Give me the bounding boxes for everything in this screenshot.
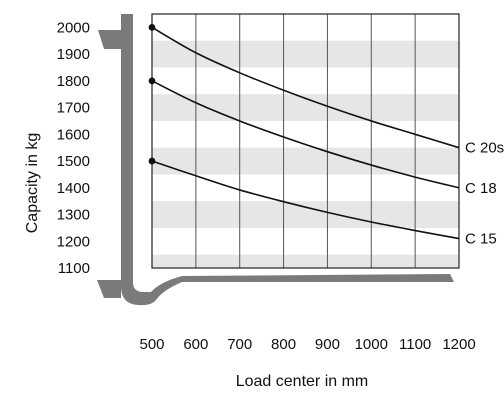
series-label: C 20s bbox=[465, 140, 504, 157]
y-tick-label: 1100 bbox=[58, 260, 90, 277]
grid-band bbox=[152, 254, 459, 268]
series-line bbox=[151, 26, 460, 149]
y-tick-label: 1900 bbox=[57, 46, 90, 63]
series-label: C 18 bbox=[465, 180, 497, 197]
y-tick-label: 1400 bbox=[57, 180, 90, 197]
x-tick-label: 700 bbox=[227, 336, 252, 353]
grid-band bbox=[152, 40, 459, 68]
forklift-fork-tip-top bbox=[98, 30, 121, 49]
series-start-point bbox=[148, 77, 156, 85]
x-tick-label: 900 bbox=[315, 336, 340, 353]
series-start-point bbox=[148, 23, 156, 31]
x-tick-label: 1200 bbox=[442, 336, 475, 353]
y-tick-labels: 1100 1200 1300 1400 1500 1600 1700 1800 1900 2000 bbox=[57, 19, 90, 277]
x-tick-label: 1000 bbox=[355, 336, 388, 353]
y-tick-label: 1800 bbox=[57, 73, 90, 90]
forklift-fork-shape bbox=[121, 14, 454, 306]
series-curves bbox=[151, 26, 460, 240]
y-tick-label: 1200 bbox=[57, 233, 90, 250]
forklift-fork-tip-bottom bbox=[97, 280, 121, 298]
series-start-points bbox=[148, 23, 156, 165]
series-label: C 15 bbox=[465, 231, 497, 248]
series-line bbox=[151, 80, 460, 189]
plot-frame bbox=[151, 13, 460, 269]
x-tick-label: 500 bbox=[139, 336, 164, 353]
x-tick-label: 1100 bbox=[399, 336, 431, 353]
y-tick-label: 1600 bbox=[57, 126, 90, 143]
y-tick-label: 1500 bbox=[57, 153, 90, 170]
y-tick-label: 2000 bbox=[57, 19, 90, 36]
series-labels: C 20s C 18 C 15 bbox=[465, 140, 504, 248]
x-tick-label: 800 bbox=[271, 336, 296, 353]
grid-band bbox=[152, 147, 459, 175]
y-tick-label: 1700 bbox=[57, 100, 90, 117]
y-tick-label: 1300 bbox=[57, 207, 90, 224]
y-axis-title: Capacity in kg bbox=[24, 133, 41, 234]
series-line bbox=[151, 160, 460, 240]
x-tick-labels: 500 600 700 800 900 1000 1100 1200 bbox=[139, 336, 475, 353]
grid-band bbox=[152, 201, 459, 228]
x-tick-label: 600 bbox=[183, 336, 208, 353]
background-bands bbox=[152, 40, 459, 268]
series-start-point bbox=[148, 157, 156, 165]
x-axis-title: Load center in mm bbox=[236, 373, 369, 390]
